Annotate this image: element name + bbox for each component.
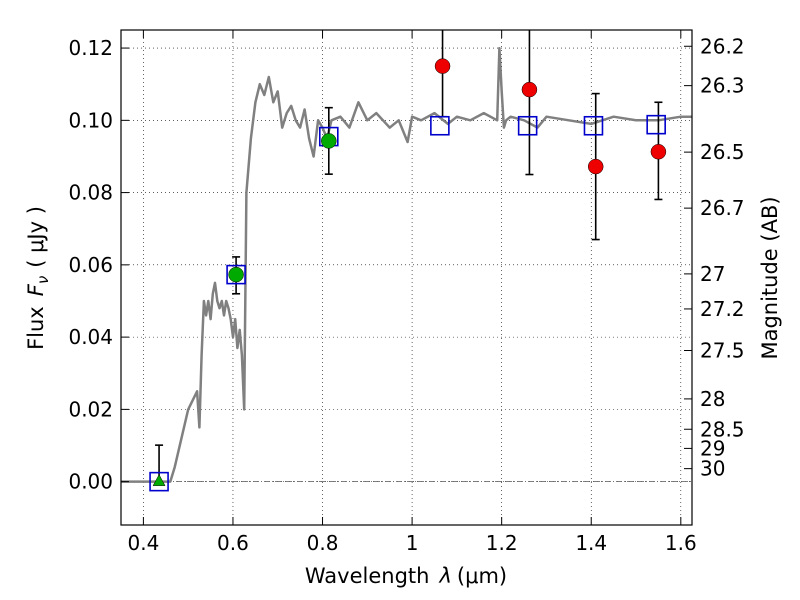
x-tick-label: 0.4 [127,531,159,555]
y-tick-label: 0.02 [68,397,113,421]
observed-red-point [521,81,538,98]
y2-tick-label: 26.2 [700,34,745,58]
x-axis-label: Wavelength λ (μm) [305,564,507,588]
y2-tick-label: 29 [700,436,725,460]
y2-tick-label: 27 [700,262,725,286]
y-tick-label: 0.12 [68,36,113,60]
gridlines [121,30,692,525]
x-tick-label: 1.4 [575,531,607,555]
y-tick-label: 0.08 [68,181,113,205]
y2-tick-label: 28.5 [700,417,745,441]
observed-green-point [321,133,337,149]
y-axis-label-subscript: ν [34,276,52,284]
x-tick-label: 1.2 [486,531,518,555]
y-axis-label-symbol: F [24,283,48,296]
y-tick-label: 0.06 [68,253,113,277]
y-axis-label: Flux Fν ( μJy ) [24,206,52,350]
x-axis-label-prefix: Wavelength [305,564,430,588]
observed-red-point [587,158,604,175]
y2-tick-label: 27.2 [700,297,745,321]
model-photometry-square [583,115,604,136]
y-tick-label: 0.10 [68,108,113,132]
model-photometry-square [226,264,246,285]
model-sed-line [121,46,692,483]
observed-triangle-point [152,474,166,486]
plot-background [121,30,692,525]
model-photometry-square [517,115,538,136]
model-sed-layer [121,46,692,483]
x-tick-label: 1 [406,531,419,555]
y-axis-label-unit: ( μJy ) [24,206,48,268]
y-axis-label-prefix: Flux [24,306,48,350]
y2-tick-label: 26.5 [700,140,745,164]
observed-green-point [228,266,244,283]
x-tick-label: 0.8 [307,531,339,555]
observed-red-point [434,58,451,74]
x-axis-label-unit: (μm) [457,564,507,588]
plot-frame [120,29,693,526]
observed-red-point [650,144,667,160]
y2-tick-label: 26.3 [700,74,745,98]
tick-layer: 0.4 0.6 0.8 1 1.2 1.4 1.6 0.00 0.02 0.04 0.06 0.08 0… [68,30,745,555]
y2-axis-label: Magnitude (AB) [758,196,782,359]
model-photometry-square [430,115,450,136]
marker-layer [149,58,667,492]
y2-tick-label: 30 [700,457,725,481]
y2-tick-label: 27.5 [700,338,745,362]
model-photometry-square [646,114,666,135]
y2-tick-label: 26.7 [700,196,745,220]
y-tick-label: 0.00 [68,470,113,494]
y2-tick-label: 28 [700,387,725,411]
x-tick-label: 0.6 [217,531,249,555]
x-tick-label: 1.6 [665,531,697,555]
y-tick-label: 0.04 [68,325,113,349]
model-photometry-square [149,471,169,492]
x-axis-label-symbol: λ [438,564,451,588]
